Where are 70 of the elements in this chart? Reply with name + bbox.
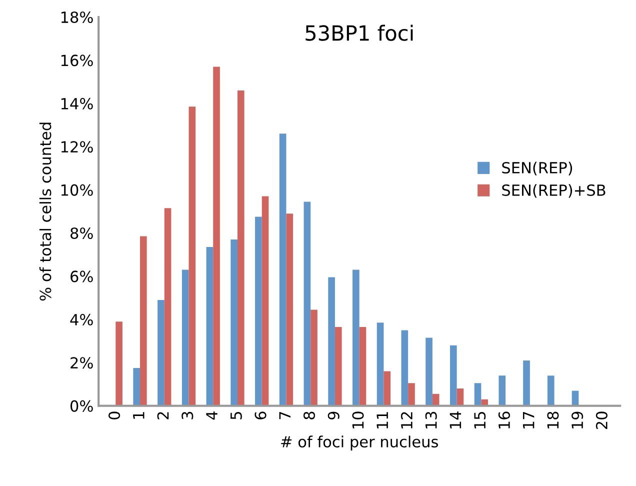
- bar: [279, 134, 286, 406]
- x-tick-label: 13: [425, 412, 437, 428]
- x-axis-title: # of foci per nucleus: [281, 436, 438, 450]
- x-tick-label: 19: [572, 412, 584, 428]
- x-tick-label: 8: [303, 412, 316, 420]
- x-tick-label: 4: [206, 412, 218, 420]
- bar: [384, 371, 391, 406]
- y-tick-label: 16%: [61, 54, 93, 66]
- bar: [456, 388, 464, 406]
- bar: [376, 322, 384, 406]
- x-tick-label: 16: [498, 412, 510, 428]
- chart-title: 53BP1 foci: [306, 24, 413, 41]
- bar: [182, 270, 189, 406]
- y-tick-label: 14%: [61, 98, 93, 110]
- bar: [188, 106, 196, 406]
- bar: [304, 202, 311, 406]
- y-tick-label: 18%: [61, 11, 93, 24]
- x-tick-label: 5: [230, 412, 242, 420]
- bar: [206, 247, 214, 406]
- x-tick-label: 9: [328, 412, 340, 420]
- x-tick-label: 1: [133, 412, 144, 419]
- bar: [426, 338, 432, 406]
- legend-label: SEN(REP): [502, 162, 572, 176]
- bar: [547, 376, 554, 406]
- x-tick-label: 3: [182, 412, 194, 420]
- bar: [164, 208, 172, 406]
- bar: [262, 196, 269, 406]
- bar: [408, 383, 415, 406]
- y-tick-label: 8%: [70, 227, 93, 240]
- legend-label: SEN(REP)+SB: [502, 184, 606, 198]
- bar: [474, 383, 482, 406]
- bar: [450, 345, 457, 406]
- x-tick-label: 18: [547, 412, 559, 428]
- bar: [255, 216, 262, 406]
- bar: [572, 390, 579, 406]
- x-tick-label: 7: [279, 412, 290, 420]
- bar: [498, 376, 506, 406]
- bar: [328, 277, 335, 406]
- y-tick-label: 0%: [70, 400, 93, 412]
- x-tick-label: 14: [450, 412, 462, 428]
- bar: [286, 214, 294, 406]
- y-tick-label: 6%: [70, 270, 93, 282]
- x-tick-label: 6: [254, 412, 266, 420]
- y-tick-label: 10%: [61, 184, 93, 196]
- bar: [237, 90, 244, 406]
- x-tick-label: 15: [474, 412, 486, 428]
- x-tick-label: 2: [157, 412, 169, 420]
- bar: [213, 66, 220, 406]
- bar: [116, 322, 122, 406]
- y-tick-label: 4%: [70, 314, 93, 326]
- bar: [352, 270, 360, 406]
- bar: [310, 310, 318, 406]
- bar: [158, 300, 164, 406]
- bar: [230, 239, 238, 406]
- y-axis-title: % of total cells counted: [39, 122, 52, 301]
- x-tick-label: 0: [108, 412, 120, 420]
- x-tick-label: 10: [352, 412, 364, 428]
- x-tick-label: 12: [400, 412, 412, 428]
- bar: [432, 394, 440, 406]
- x-tick-label: 17: [523, 412, 534, 428]
- bar: [133, 368, 140, 406]
- x-tick-label: 11: [376, 412, 388, 428]
- bar: [359, 326, 366, 406]
- y-tick-label: 2%: [70, 357, 93, 369]
- bar: [140, 236, 147, 406]
- bar: [334, 326, 342, 406]
- bar: [523, 360, 530, 406]
- y-tick-label: 12%: [61, 141, 93, 153]
- x-tick-label: 20: [596, 412, 608, 429]
- bar: [401, 330, 408, 406]
